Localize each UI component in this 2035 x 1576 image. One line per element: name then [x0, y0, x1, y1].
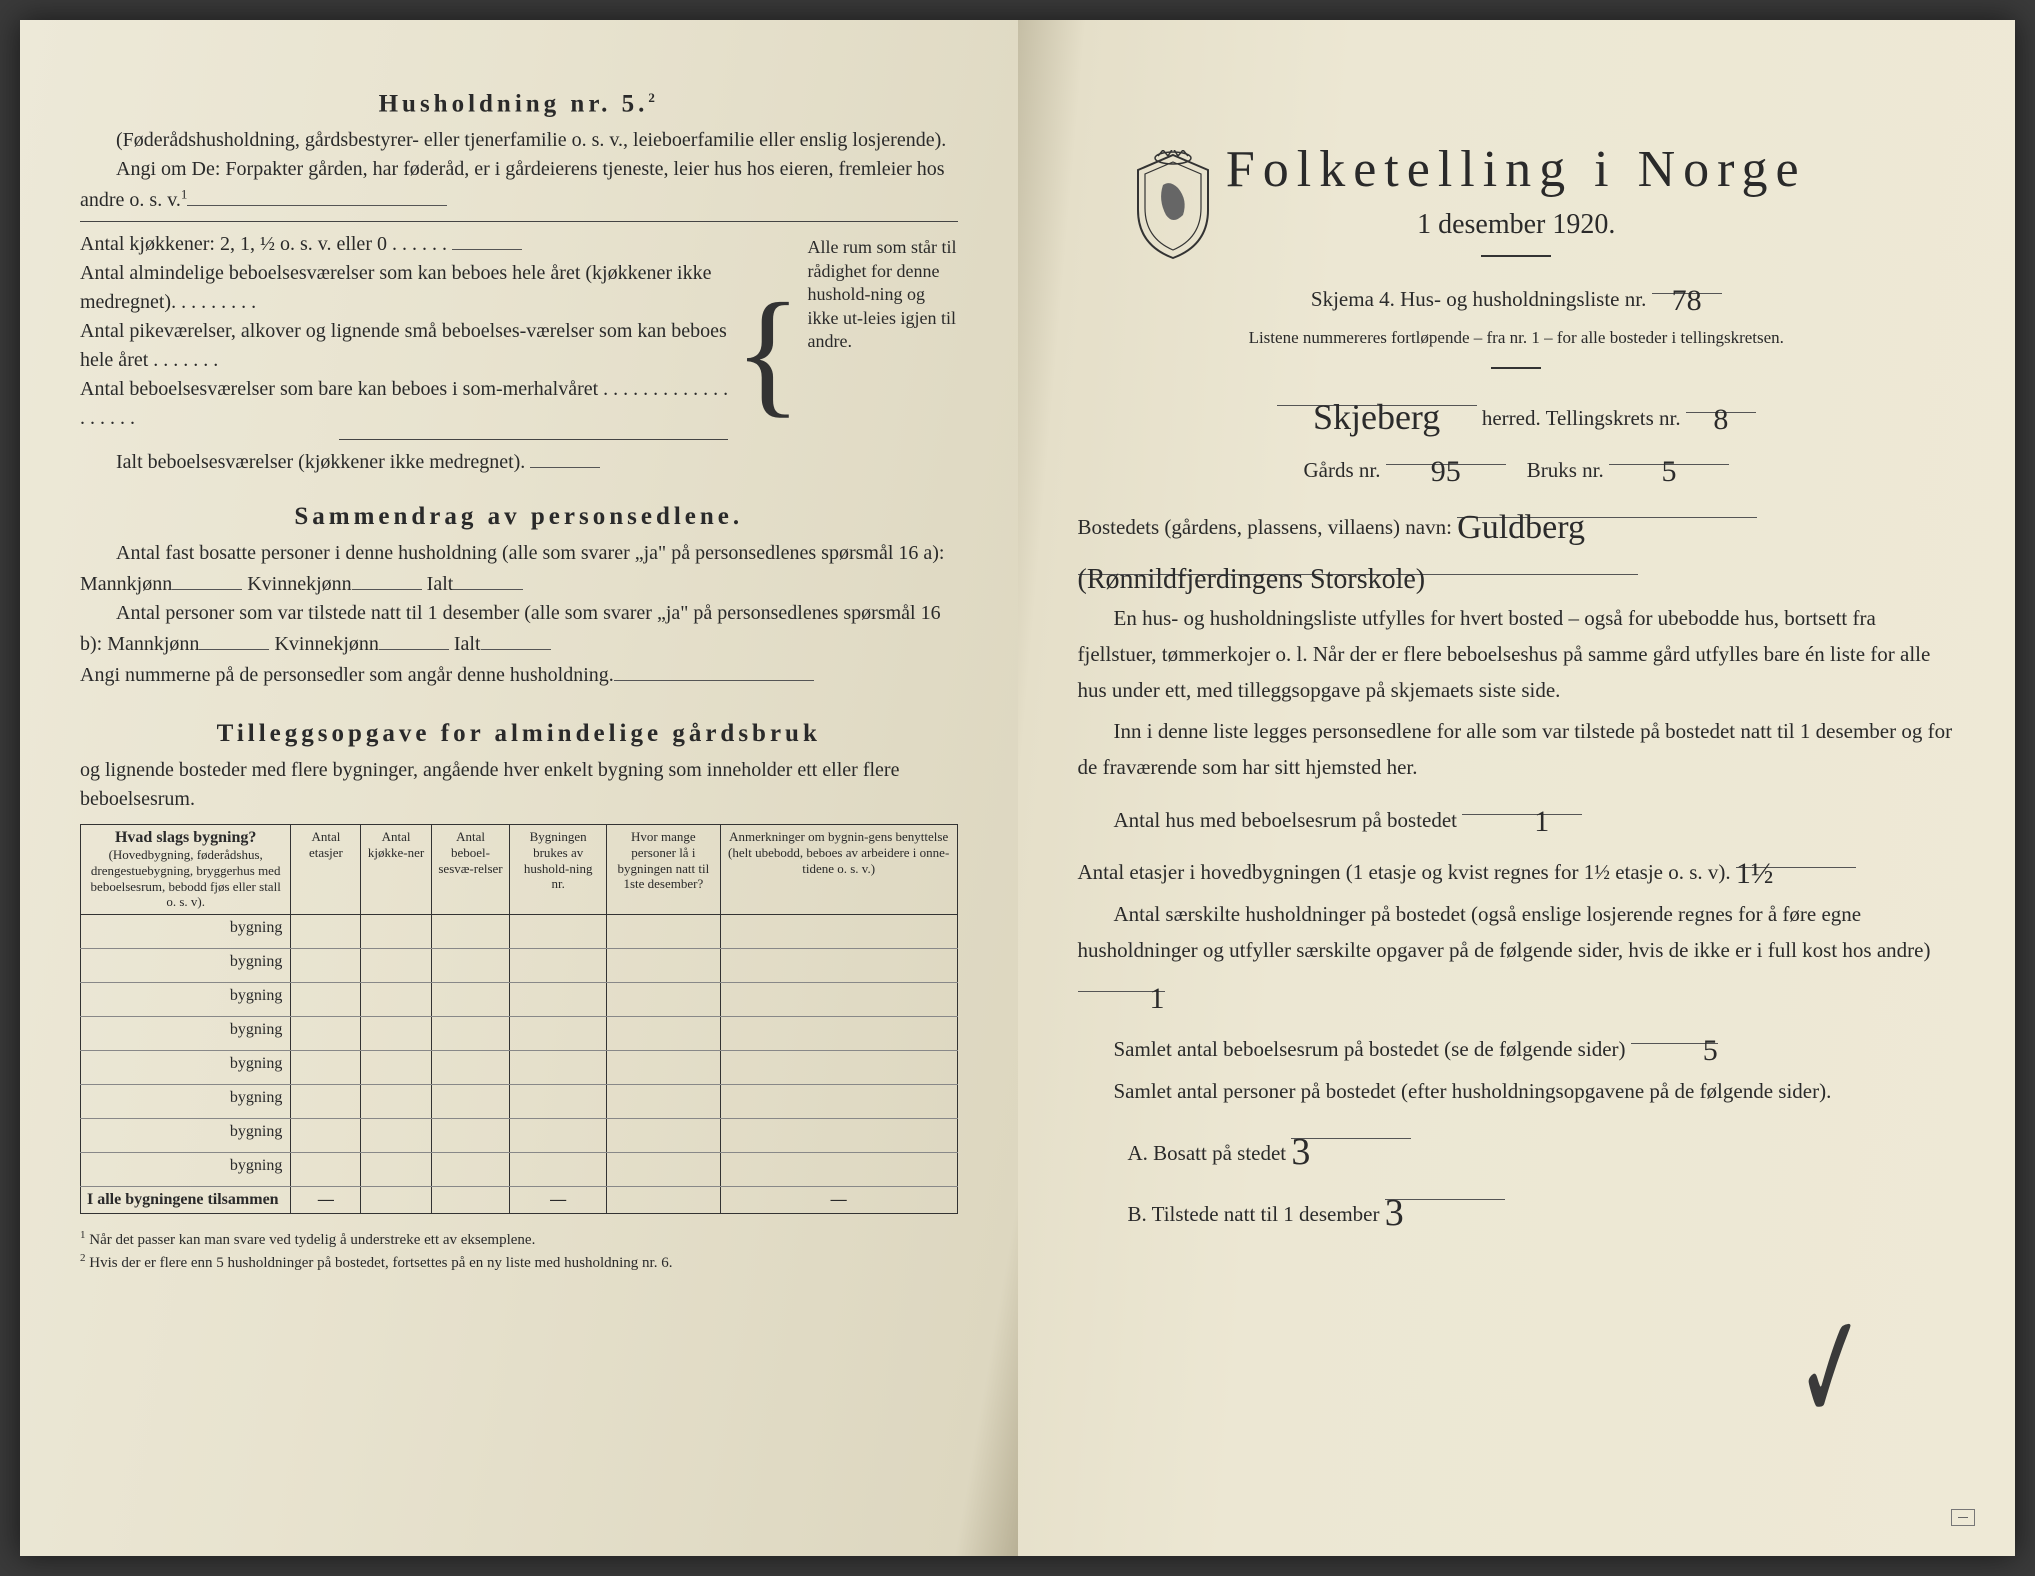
footnotes: 1 Når det passer kan man svare ved tydel…	[80, 1228, 958, 1274]
room-line-3: Antal beboelsesværelser som bare kan beb…	[80, 375, 728, 433]
document-spread: Husholdning nr. 5.2 (Føderådshusholdning…	[20, 20, 2015, 1556]
room-line-1: Antal almindelige beboelsesværelser som …	[80, 259, 728, 317]
table-row: bygning	[81, 1118, 958, 1152]
kj-line: Antal kjøkkener: 2, 1, ½ o. s. v. eller …	[80, 228, 728, 259]
table-row: bygning	[81, 982, 958, 1016]
rooms-block: Antal kjøkkener: 2, 1, ½ o. s. v. eller …	[80, 228, 958, 477]
table-row: bygning	[81, 1016, 958, 1050]
brace-text: Alle rum som står til rådighet for denne…	[808, 228, 958, 477]
table-footer-row: I alle bygningene tilsammen — — —	[81, 1186, 958, 1213]
ialt-line: Ialt beboelsesværelser (kjøkkener ikke m…	[80, 446, 728, 477]
h5-angi: Angi om De: Forpakter gården, har føderå…	[80, 155, 958, 215]
etasjer: Antal etasjer i hovedbygningen (1 etasje…	[1078, 844, 1956, 891]
h5-title: Husholdning nr. 5.2	[80, 90, 958, 118]
tillegg-title: Tilleggsopgave for almindelige gårdsbruk	[80, 720, 958, 748]
b-line: B. Tilstede natt til 1 desember 3	[1078, 1177, 1956, 1233]
table-row: bygning	[81, 948, 958, 982]
h5-sup: 2	[648, 90, 659, 105]
listene-note: Listene nummereres fortløpende – fra nr.…	[1078, 324, 1956, 353]
gards-line: Gårds nr. 95 Bruks nr. 5	[1078, 442, 1956, 489]
h5-note: (Føderådshusholdning, gårdsbestyrer- ell…	[80, 126, 958, 155]
table-header-row: Hvad slags bygning?(Hovedbygning, føderå…	[81, 825, 958, 914]
table-row: bygning	[81, 914, 958, 948]
angi-nummerne: Angi nummerne på de personsedler som ang…	[80, 659, 958, 690]
antal-hus: Antal hus med beboelsesrum på bostedet 1	[1078, 792, 1956, 839]
p1: En hus- og husholdningsliste utfylles fo…	[1078, 601, 1956, 708]
table-row: bygning	[81, 1152, 958, 1186]
brace-icon: {	[728, 290, 807, 416]
bosted-line-2: (Rønnildfjerdingens Storskole)	[1078, 552, 1956, 596]
coat-of-arms-icon	[1128, 150, 1218, 260]
tillegg-sub: og lignende bosteder med flere bygninger…	[80, 756, 958, 814]
sammendrag-title: Sammendrag av personsedlene.	[80, 503, 958, 531]
tillegg-table: Hvad slags bygning?(Hovedbygning, føderå…	[80, 824, 958, 1213]
sammen-2: Antal personer som var tilstede natt til…	[80, 599, 958, 659]
bosted-line: Bostedets (gårdens, plassens, villaens) …	[1078, 495, 1956, 546]
checkmark-icon: ✓	[1787, 1279, 1877, 1459]
room-line-2: Antal pikeværelser, alkover og lignende …	[80, 317, 728, 375]
title-rule	[1481, 255, 1551, 257]
table-row: bygning	[81, 1050, 958, 1084]
samlet-rum: Samlet antal beboelsesrum på bostedet (s…	[1078, 1021, 1956, 1068]
skjema-line: Skjema 4. Hus- og husholdningsliste nr. …	[1078, 271, 1956, 318]
herred-line: Skjeberg herred. Tellingskrets nr. 8	[1078, 383, 1956, 437]
sammen-1: Antal fast bosatte personer i denne hush…	[80, 539, 958, 599]
samlet-pers: Samlet antal personer på bostedet (efter…	[1078, 1074, 1956, 1110]
table-row: bygning	[81, 1084, 958, 1118]
h5-title-text: Husholdning nr. 5.	[379, 90, 649, 117]
p2: Inn i denne liste legges personsedlene f…	[1078, 714, 1956, 785]
left-page: Husholdning nr. 5.2 (Føderådshusholdning…	[20, 20, 1018, 1556]
right-page: Folketelling i Norge 1 desember 1920. Sk…	[1018, 20, 2016, 1556]
right-body: Skjema 4. Hus- og husholdningsliste nr. …	[1078, 271, 1956, 1233]
a-line: A. Bosatt på stedet 3	[1078, 1116, 1956, 1172]
sar: Antal særskilte husholdninger på bostede…	[1078, 897, 1956, 1015]
print-stamp: ⎯⎯	[1951, 1509, 1975, 1526]
rule	[80, 221, 958, 222]
